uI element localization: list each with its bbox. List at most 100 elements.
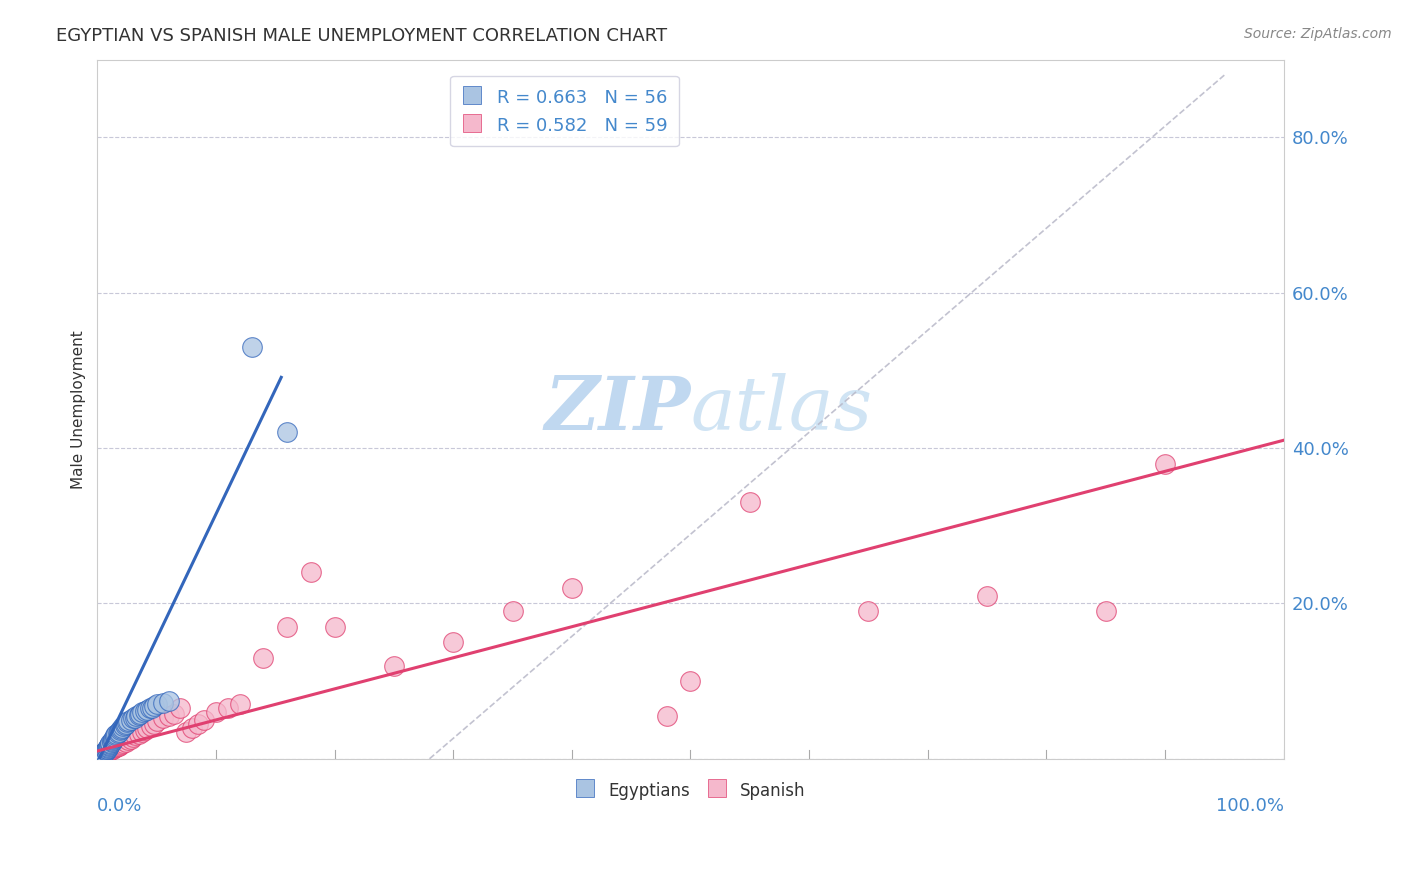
Point	[738, 495, 761, 509]
Text: EGYPTIAN VS SPANISH MALE UNEMPLOYMENT CORRELATION CHART: EGYPTIAN VS SPANISH MALE UNEMPLOYMENT CO…	[56, 27, 668, 45]
Point	[104, 740, 127, 755]
Point	[97, 740, 120, 755]
Point	[228, 698, 250, 712]
Point	[101, 741, 124, 756]
Point	[205, 705, 228, 719]
Point	[90, 748, 112, 763]
Point	[655, 709, 678, 723]
Point	[104, 729, 127, 743]
Point	[122, 730, 145, 744]
Point	[134, 704, 156, 718]
Point	[107, 724, 129, 739]
Point	[100, 742, 122, 756]
Point	[111, 721, 134, 735]
Point	[108, 738, 131, 752]
Point	[176, 724, 198, 739]
Point	[96, 741, 118, 756]
Point	[858, 604, 880, 618]
Point	[114, 734, 136, 748]
Point	[136, 721, 159, 735]
Point	[679, 674, 702, 689]
Point	[100, 743, 122, 757]
Point	[124, 710, 146, 724]
Point	[134, 723, 156, 737]
Point	[128, 727, 150, 741]
Point	[100, 735, 122, 749]
Point	[94, 744, 117, 758]
Point	[240, 340, 263, 354]
Point	[502, 604, 524, 618]
Point	[97, 740, 120, 755]
Point	[1154, 457, 1177, 471]
Point	[323, 620, 346, 634]
Point	[441, 635, 464, 649]
Point	[98, 744, 121, 758]
Point	[129, 706, 152, 721]
Y-axis label: Male Unemployment: Male Unemployment	[72, 330, 86, 489]
Point	[91, 747, 114, 762]
Point	[105, 740, 128, 755]
Point	[94, 747, 117, 761]
Point	[89, 748, 111, 763]
Point	[117, 714, 139, 729]
Point	[181, 721, 204, 735]
Point	[193, 713, 215, 727]
Point	[110, 723, 132, 737]
Point	[91, 747, 114, 761]
Text: 100.0%: 100.0%	[1216, 797, 1284, 815]
Point	[114, 716, 136, 731]
Point	[276, 620, 298, 634]
Point	[96, 746, 118, 760]
Point	[108, 723, 131, 737]
Point	[141, 700, 163, 714]
Point	[138, 701, 160, 715]
Point	[110, 737, 132, 751]
Point	[187, 716, 209, 731]
Point	[131, 724, 153, 739]
Point	[157, 694, 180, 708]
Point	[145, 698, 167, 712]
Point	[100, 736, 122, 750]
Point	[98, 739, 121, 754]
Point	[128, 708, 150, 723]
Point	[97, 745, 120, 759]
Point	[124, 729, 146, 743]
Point	[103, 740, 125, 755]
Point	[96, 742, 118, 756]
Point	[93, 745, 115, 759]
Point	[157, 709, 180, 723]
Point	[90, 747, 112, 762]
Point	[103, 731, 125, 745]
Text: Source: ZipAtlas.com: Source: ZipAtlas.com	[1244, 27, 1392, 41]
Point	[100, 734, 122, 748]
Point	[120, 713, 142, 727]
Point	[100, 737, 122, 751]
Point	[87, 750, 110, 764]
Point	[91, 746, 114, 760]
Point	[163, 706, 186, 721]
Point	[120, 731, 142, 746]
Point	[115, 715, 138, 730]
Point	[90, 748, 112, 763]
Point	[139, 719, 162, 733]
Point	[145, 714, 167, 729]
Point	[122, 711, 145, 725]
Point	[252, 650, 274, 665]
Text: 0.0%: 0.0%	[97, 797, 143, 815]
Point	[107, 726, 129, 740]
Point	[93, 747, 115, 761]
Point	[136, 703, 159, 717]
Point	[87, 750, 110, 764]
Point	[117, 733, 139, 747]
Point	[94, 743, 117, 757]
Point	[112, 719, 135, 733]
Legend: Egyptians, Spanish: Egyptians, Spanish	[568, 773, 813, 806]
Point	[107, 739, 129, 754]
Point	[89, 749, 111, 764]
Point	[152, 711, 174, 725]
Point	[125, 709, 148, 723]
Point	[152, 696, 174, 710]
Point	[143, 716, 166, 731]
Point	[169, 701, 191, 715]
Point	[382, 658, 405, 673]
